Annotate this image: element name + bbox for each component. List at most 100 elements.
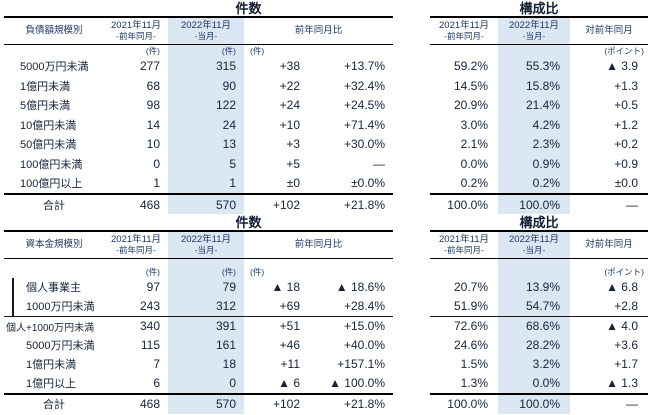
table-row: 72.6% 68.6% ▲ 4.0 — [430, 315, 648, 336]
cell-curr: 15.8% — [498, 76, 570, 96]
cell-diff: +3 — [286, 137, 300, 152]
row-label: 100億円以上 — [20, 178, 83, 191]
col-curr-header: 2022年11月 -当月- — [498, 231, 570, 259]
unit-label: (件) — [145, 266, 160, 277]
cell-curr: 4.2% — [498, 115, 570, 135]
col-prev-header: 2021年11月 -前年同月- — [430, 17, 498, 45]
table-row: 14.5% 15.8% +1.3 — [430, 76, 648, 96]
table-row: 0.2% 0.2% ±0.0 — [430, 173, 648, 195]
table-row: 24.6% 28.2% +3.6 — [430, 335, 648, 355]
cell-diff: +1.3 — [614, 78, 638, 93]
table-row: 1.5% 3.2% +1.7 — [430, 354, 648, 374]
cell-diff: +1.2 — [614, 117, 638, 132]
table-row: 51.9% 54.7% +2.8 — [430, 296, 648, 317]
table-row: 1億円以上 6 0 ▲ 6 ▲ 100.0% — [4, 373, 393, 394]
cell-pct: — — [373, 156, 386, 171]
debt-ratio-table-wrap: 構成比 2021年11月 -前年同月- 2022年11月 -当月- 対前年同月 (ポ… — [430, 2, 648, 215]
cell-pct: +32.4% — [343, 78, 386, 93]
cell-curr: 0.2% — [498, 173, 570, 195]
row-label: 1億円未満 — [26, 359, 77, 372]
cell-prev: 51.9% — [453, 299, 488, 314]
table-row: 5億円未満 98 122 +24 +24.5% — [4, 95, 393, 116]
unit-label: (件) — [168, 44, 244, 57]
table-row: 50億円未満 10 13 +3 +30.0% — [4, 134, 393, 155]
cell-diff: +10 — [279, 117, 300, 132]
table-row: 0.0% 0.9% +0.9 — [430, 154, 648, 174]
unit-label: (件) — [250, 45, 265, 56]
cell-pct: +13.7% — [343, 59, 386, 74]
table-row: 2.1% 2.3% +0.2 — [430, 134, 648, 155]
cell-diff: — — [570, 392, 648, 414]
col-prev-header: 2021年11月 -前年同月- — [104, 17, 168, 45]
row-label: 1億円未満 — [20, 80, 71, 93]
cell-diff: +22 — [279, 78, 300, 93]
total-row: 合計 468 570 +102 +21.8% — [4, 193, 394, 215]
ratio-table-title: 構成比 — [519, 215, 559, 231]
cell-prev: 1.3% — [460, 376, 488, 391]
table-row: 1000万円未満 243 312 +69 +28.4% — [4, 296, 393, 317]
cell-diff: ±0 — [286, 176, 300, 191]
count-table-title: 件数 — [235, 1, 262, 16]
cell-diff: +38 — [279, 59, 300, 74]
cell-diff: +5 — [286, 156, 300, 171]
cell-prev: 14.5% — [453, 78, 488, 93]
cell-pct: +40.0% — [343, 338, 386, 353]
debt-ratio-table: 2021年11月 -前年同月- 2022年11月 -当月- 対前年同月 (ポイント)… — [430, 16, 648, 215]
total-label: 合計 — [4, 392, 104, 414]
total-row: 100.0% 100.0% — — [430, 392, 648, 414]
cell-curr: 570 — [168, 193, 244, 215]
cell-curr: 90 — [168, 76, 244, 96]
debt-count-table: 負債額規模別 2021年11月 -前年同月- 2022年11月 -当月- 前年同月比… — [4, 16, 394, 215]
cell-diff: +51 — [244, 315, 308, 336]
cell-curr: 391 — [168, 315, 244, 336]
cell-curr: 161 — [168, 335, 244, 355]
table-row: 1.3% 0.0% ▲ 1.3 — [430, 373, 648, 394]
cell-diff: +1.7 — [614, 357, 638, 372]
cell-curr: 315 — [168, 56, 244, 77]
cell-curr: 5 — [168, 154, 244, 174]
cell-prev: 68 — [146, 78, 160, 93]
cell-prev: 24.6% — [453, 338, 488, 353]
cell-pct: +15.0% — [308, 315, 394, 336]
row-label: 5000万円未満 — [26, 340, 95, 353]
capital-count-table-wrap: 件数 資本金規模別 2021年11月 -前年同月- 2022年11月 -当月- 前年… — [4, 216, 394, 414]
col-curr-header: 2022年11月 -当月- — [498, 17, 570, 45]
unit-row: (件) (件) (件) — [4, 44, 393, 57]
cell-prev: 10 — [146, 137, 160, 152]
cell-diff: +3.6 — [614, 338, 638, 353]
cell-prev: 277 — [139, 59, 160, 74]
row-label: 1億円以上 — [26, 378, 77, 391]
cell-prev: 0 — [153, 156, 160, 171]
capital-count-table: 資本金規模別 2021年11月 -前年同月- 2022年11月 -当月- 前年同月比… — [4, 230, 394, 414]
cell-curr: 570 — [168, 392, 244, 414]
cell-diff: +0.2 — [614, 137, 638, 152]
table-row: 5000万円未満 277 315 +38 +13.7% — [4, 56, 393, 77]
cell-curr: 13 — [168, 134, 244, 155]
cell-curr: 0.9% — [498, 154, 570, 174]
row-label: 100億円未満 — [20, 158, 83, 171]
col-vs-header: 対前年同月 — [570, 17, 648, 45]
cell-prev: 59.2% — [453, 59, 488, 74]
cell-pct: +30.0% — [343, 137, 386, 152]
unit-label: (ポイント) — [604, 266, 644, 277]
cell-diff: ▲ 3.9 — [606, 59, 638, 74]
cell-prev: 1.5% — [460, 357, 488, 372]
cell-diff: +102 — [244, 392, 308, 414]
cell-diff: ±0.0 — [614, 176, 638, 191]
cell-prev: 2.1% — [460, 137, 488, 152]
cell-prev: 100.0% — [430, 193, 498, 215]
row-label: 個人+1000万円未満 — [4, 315, 104, 336]
cell-curr: 1 — [168, 173, 244, 195]
cell-prev: 72.6% — [430, 315, 498, 336]
unit-label: (件) — [250, 266, 265, 277]
header-row: 負債額規模別 2021年11月 -前年同月- 2022年11月 -当月- 前年同月比 — [4, 17, 394, 45]
cell-pct: ▲ 100.0% — [329, 376, 386, 391]
cell-prev: 20.7% — [453, 280, 488, 295]
table-row: 10億円未満 14 24 +10 +71.4% — [4, 115, 393, 135]
cell-diff: ▲ 1.3 — [606, 376, 638, 391]
cell-diff: +0.9 — [614, 156, 638, 171]
cell-curr: 100.0% — [498, 193, 570, 215]
cell-diff: — — [570, 193, 648, 215]
debt-count-table-wrap: 件数 負債額規模別 2021年11月 -前年同月- 2022年11月 -当月- 前年… — [4, 1, 394, 215]
